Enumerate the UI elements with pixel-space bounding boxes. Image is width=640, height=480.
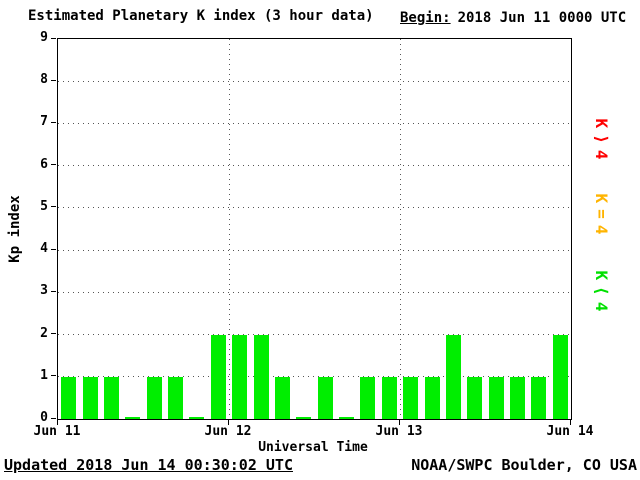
source-credit: NOAA/SWPC Boulder, CO USA <box>411 456 637 474</box>
begin-label: Begin: <box>400 10 451 26</box>
kp-bar <box>296 417 312 419</box>
gridline-vertical <box>228 39 230 419</box>
x-tick-label: Jun 14 <box>546 424 594 439</box>
kp-bar <box>82 376 98 419</box>
y-axis-title: Kp index <box>7 195 23 263</box>
y-tick-mark <box>51 417 56 419</box>
y-tick-label: 2 <box>40 325 48 341</box>
y-tick-label: 6 <box>40 156 48 172</box>
gridline-horizontal <box>58 165 571 167</box>
x-tick-label: Jun 13 <box>375 424 423 439</box>
y-tick-label: 0 <box>40 410 48 425</box>
y-tick-mark <box>51 375 56 377</box>
kp-bar <box>210 334 226 419</box>
kp-bar <box>274 376 290 419</box>
y-tick-label: 3 <box>40 283 48 299</box>
chart-title: Estimated Planetary K index (3 hour data… <box>28 8 374 24</box>
y-tick-label: 1 <box>40 367 48 383</box>
gridline-horizontal <box>58 80 571 82</box>
begin-info: Begin: 2018 Jun 11 0000 UTC <box>400 10 626 26</box>
kp-bar <box>531 376 547 419</box>
y-tick-mark <box>51 164 56 166</box>
gridline-horizontal <box>58 122 571 124</box>
x-tick-mark <box>227 420 229 425</box>
y-tick-mark <box>51 79 56 81</box>
kp-bar <box>125 417 141 419</box>
gridline-horizontal <box>58 334 571 336</box>
kp-bar <box>445 334 461 419</box>
kp-bar <box>381 376 397 419</box>
kp-bar <box>467 376 483 419</box>
gridline-horizontal <box>58 207 571 209</box>
x-tick-mark <box>398 420 400 425</box>
y-tick-mark <box>51 37 56 39</box>
kp-bar <box>232 334 248 419</box>
x-tick-mark <box>56 420 58 425</box>
kp-bar <box>146 376 162 419</box>
kp-bar <box>510 376 526 419</box>
kp-bar <box>189 417 205 419</box>
x-tick-label: Jun 11 <box>33 424 81 439</box>
kp-bar <box>488 376 504 419</box>
legend-k-eq-4: K=4 <box>592 193 611 241</box>
kp-bar <box>339 417 355 419</box>
kp-bar <box>61 376 77 419</box>
kp-bar <box>168 376 184 419</box>
updated-timestamp: Updated 2018 Jun 14 00:30:02 UTC <box>4 456 293 474</box>
y-tick-label: 4 <box>40 241 48 257</box>
kp-bar <box>253 334 269 419</box>
kp-bar <box>317 376 333 419</box>
gridline-vertical <box>399 39 401 419</box>
y-tick-label: 8 <box>40 72 48 88</box>
begin-value: 2018 Jun 11 0000 UTC <box>457 10 627 26</box>
y-tick-label: 7 <box>40 114 48 130</box>
y-tick-mark <box>51 290 56 292</box>
kp-bar <box>360 376 376 419</box>
plot-area <box>57 38 572 420</box>
x-axis-title: Universal Time <box>258 440 368 455</box>
y-tick-mark <box>51 121 56 123</box>
kp-bar <box>403 376 419 419</box>
gridline-horizontal <box>58 291 571 293</box>
legend-k-lt-4: K⟨4 <box>592 270 611 318</box>
y-tick-label: 9 <box>40 30 48 45</box>
y-tick-label: 5 <box>40 198 48 214</box>
x-tick-label: Jun 12 <box>204 424 252 439</box>
y-tick-mark <box>51 333 56 335</box>
legend-k-gt-4: K⟩4 <box>592 118 611 166</box>
gridline-horizontal <box>58 376 571 378</box>
kp-bar <box>552 334 568 419</box>
y-tick-mark <box>51 206 56 208</box>
kp-bar <box>103 376 119 419</box>
gridline-horizontal <box>58 249 571 251</box>
y-tick-mark <box>51 248 56 250</box>
kp-bar <box>424 376 440 419</box>
x-tick-mark <box>569 420 571 425</box>
